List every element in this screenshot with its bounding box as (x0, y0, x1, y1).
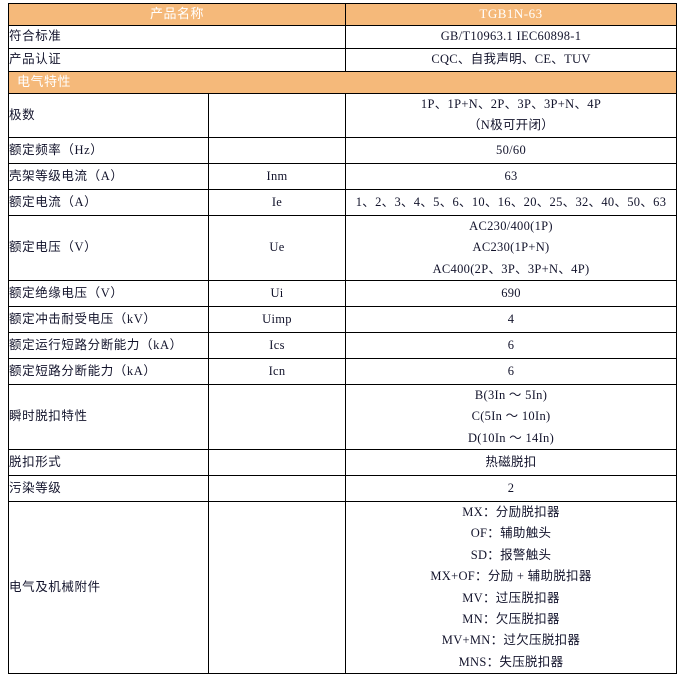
specification-table-container: 产品名称 TGB1N-63 符合标准 GB/T10963.1 IEC60898-1 产品… (7, 3, 678, 674)
row-value: 热磁脱扣 (345, 449, 678, 476)
row-param-label: 污染等级 (8, 475, 209, 502)
row-symbol: Ui (207, 279, 347, 307)
value-line: 1、2、3、4、5、6、10、16、20、25、32、40、50、63 (355, 194, 667, 209)
value-line: MN：欠压脱扣器 (462, 611, 560, 626)
table-row: 符合标准 GB/T10963.1 IEC60898-1 (7, 25, 678, 49)
table-header-row: 产品名称 TGB1N-63 (7, 3, 678, 26)
row-param-label: 符合标准 (7, 25, 347, 49)
product-specification-table: 产品名称 TGB1N-63 符合标准 GB/T10963.1 IEC60898-1 产品… (7, 3, 678, 674)
table-row: 电气及机械附件 MX：分励脱扣器 OF：辅助触头 SD：报警触头 MX+OF：分励 + … (8, 501, 678, 674)
value-line: 4 (507, 311, 515, 326)
row-symbol (207, 501, 347, 674)
header-value-label: TGB1N-63 (345, 3, 678, 26)
row-param-label: 瞬时脱扣特性 (8, 383, 209, 451)
value-line: MX：分励脱扣器 (462, 505, 560, 519)
table-row: 额定冲击耐受电压（kV） Uimp 4 (8, 305, 678, 333)
value-line: 1P、1P+N、2P、3P、3P+N、4P (420, 97, 602, 111)
row-value: MX：分励脱扣器 OF：辅助触头 SD：报警触头 MX+OF：分励 + 辅助脱扣器 MV… (345, 501, 678, 674)
row-symbol: Ics (207, 331, 347, 359)
row-symbol: Icn (207, 357, 347, 385)
row-param-label: 额定电压（V） (8, 214, 209, 281)
row-param-label: 额定短路分断能力（kA） (8, 357, 209, 385)
row-symbol (207, 93, 347, 138)
row-param-label: 额定频率（Hz） (8, 136, 209, 164)
row-param-label: 额定绝缘电压（V） (8, 279, 209, 307)
row-value: 1、2、3、4、5、6、10、16、20、25、32、40、50、63 (345, 188, 678, 216)
value-line: OF：辅助触头 (470, 526, 552, 541)
table-row: 额定电流（A） Ie 1、2、3、4、5、6、10、16、20、25、32、40、5… (8, 188, 678, 216)
section-header-row: 电气特性 (7, 71, 678, 94)
row-param-label: 额定电流（A） (8, 188, 209, 216)
table-row: 额定短路分断能力（kA） Icn 6 (8, 357, 678, 385)
row-value: 6 (345, 331, 678, 359)
row-symbol (207, 136, 347, 164)
table-row: 额定绝缘电压（V） Ui 690 (8, 279, 678, 307)
value-line: MV：过压脱扣器 (462, 590, 560, 605)
row-symbol: Uimp (207, 305, 347, 333)
row-value: AC230/400(1P) AC230(1P+N) AC400(2P、3P、3P+N… (345, 214, 678, 281)
value-line: AC230/400(1P) (469, 218, 553, 233)
row-value: 50/60 (345, 136, 678, 164)
table-row: 额定电压（V） Ue AC230/400(1P) AC230(1P+N) AC400(2… (8, 214, 678, 281)
value-line: C(5In ～ 10In) (471, 409, 551, 424)
row-symbol (207, 383, 347, 451)
value-line: 热磁脱扣 (485, 454, 537, 469)
table-row: 额定频率（Hz） 50/60 (8, 136, 678, 164)
row-symbol (207, 449, 347, 476)
row-param-label: 极数 (8, 93, 209, 138)
row-symbol: Ie (207, 188, 347, 216)
row-value: 2 (345, 475, 678, 502)
table-row: 瞬时脱扣特性 B(3In ～ 5In) C(5In ～ 10In) D(10In ～ … (8, 383, 678, 451)
row-symbol (207, 475, 347, 502)
row-param-label: 壳架等级电流（A） (8, 162, 209, 190)
value-line: （N极可开闭） (467, 118, 555, 133)
row-param-label: 产品认证 (7, 48, 347, 72)
table-row: 产品认证 CQC、自我声明、CE、TUV (7, 48, 678, 72)
row-value: B(3In ～ 5In) C(5In ～ 10In) D(10In ～ 14In) (345, 383, 678, 451)
value-line: MV+MN：过欠压脱扣器 (441, 633, 581, 648)
table-row: 脱扣形式 热磁脱扣 (8, 449, 678, 476)
table-body: 产品名称 TGB1N-63 符合标准 GB/T10963.1 IEC60898-1 产品… (7, 3, 678, 674)
row-symbol: Inm (207, 162, 347, 190)
value-line: 63 (504, 168, 518, 183)
row-value: 690 (345, 279, 678, 307)
table-row: 壳架等级电流（A） Inm 63 (8, 162, 678, 190)
row-param-label: 额定冲击耐受电压（kV） (8, 305, 209, 333)
value-line: B(3In ～ 5In) (474, 387, 548, 402)
value-line: 6 (507, 337, 515, 352)
value-line: AC400(2P、3P、3P+N、4P) (432, 261, 590, 276)
row-value: GB/T10963.1 IEC60898-1 (345, 25, 678, 49)
value-line: MNS：失压脱扣器 (458, 654, 564, 669)
row-param-label: 脱扣形式 (8, 449, 209, 476)
table-row: 极数 1P、1P+N、2P、3P、3P+N、4P （N极可开闭） (8, 93, 678, 138)
row-value: 6 (345, 357, 678, 385)
table-row: 污染等级 2 (8, 475, 678, 502)
row-value: CQC、自我声明、CE、TUV (345, 48, 678, 72)
section-header-label: 电气特性 (7, 71, 678, 94)
row-value: 4 (345, 305, 678, 333)
value-line: SD：报警触头 (470, 547, 552, 562)
value-line: 690 (501, 285, 521, 300)
value-line: 2 (507, 480, 515, 495)
row-value: 63 (345, 162, 678, 190)
table-row: 额定运行短路分断能力（kA） Ics 6 (8, 331, 678, 359)
row-value: 1P、1P+N、2P、3P、3P+N、4P （N极可开闭） (345, 93, 678, 138)
row-symbol: Ue (207, 214, 347, 281)
value-line: AC230(1P+N) (472, 240, 550, 255)
value-line: 6 (507, 363, 515, 378)
row-param-label: 电气及机械附件 (8, 501, 209, 674)
value-line: 50/60 (496, 142, 526, 157)
value-line: MX+OF：分励 + 辅助脱扣器 (430, 569, 592, 584)
row-param-label: 额定运行短路分断能力（kA） (8, 331, 209, 359)
value-line: D(10In ～ 14In) (467, 430, 555, 445)
header-param-label: 产品名称 (7, 3, 347, 26)
